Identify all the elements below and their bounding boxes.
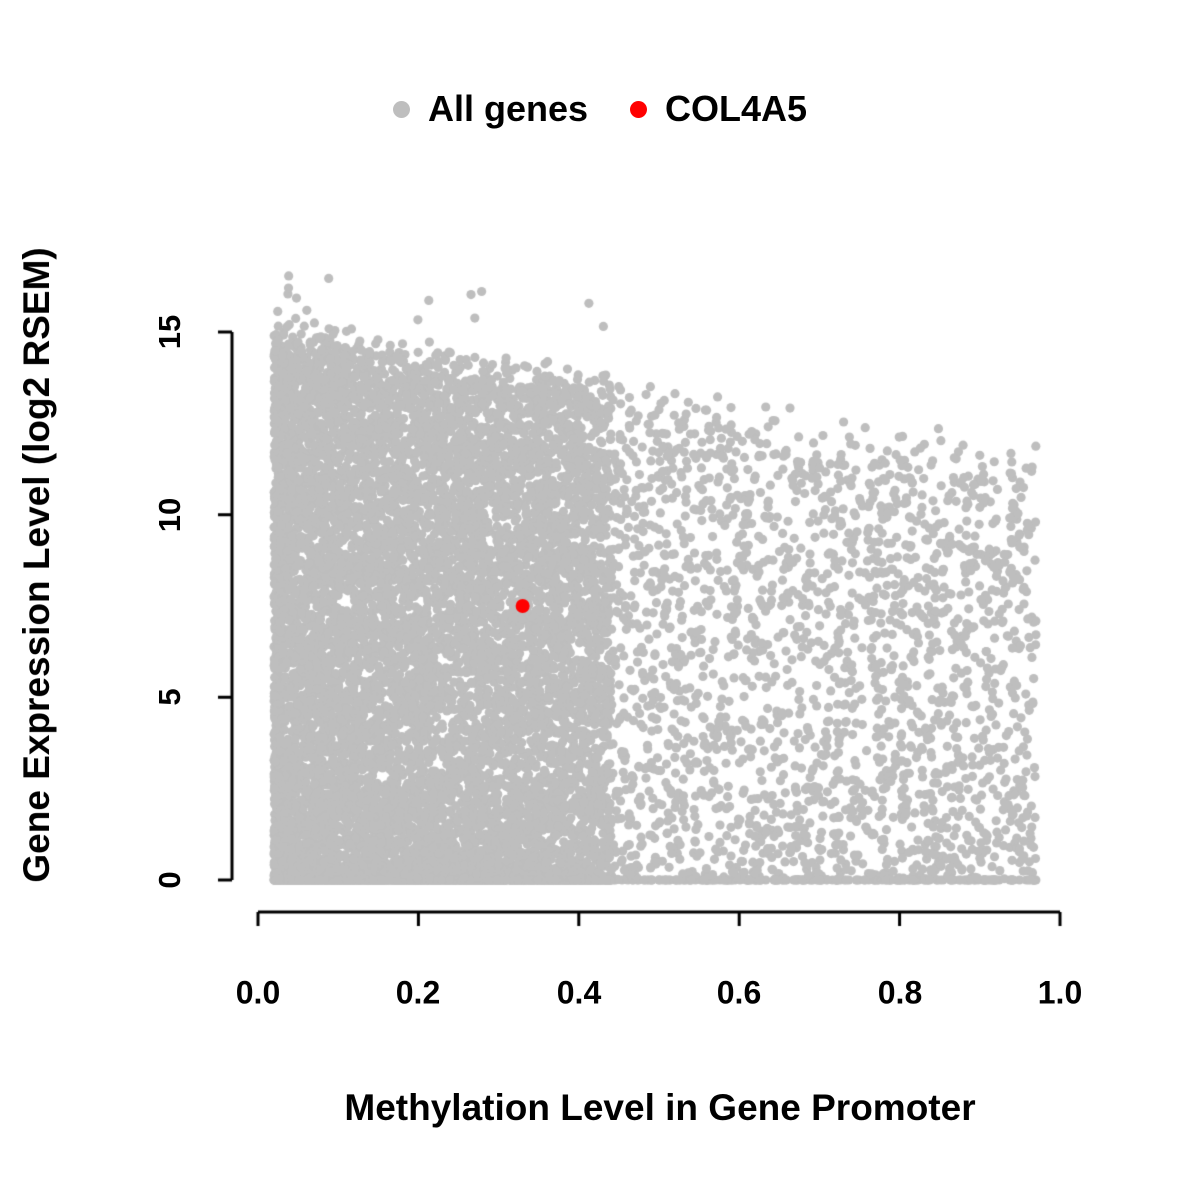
x-tick-label-0.0: 0.0 bbox=[235, 974, 281, 1011]
x-tick-label-0.6: 0.6 bbox=[716, 974, 762, 1011]
legend-label-all-genes: All genes bbox=[427, 88, 589, 129]
y-axis-title: Gene Expression Level (log2 RSEM) bbox=[16, 247, 57, 883]
x-tick-label-0.4: 0.4 bbox=[556, 974, 602, 1011]
col4a5-marker-icon bbox=[630, 100, 648, 118]
all-genes-marker-icon bbox=[392, 100, 410, 118]
y-tick-label-15: 15 bbox=[152, 314, 187, 350]
legend: All genes COL4A5 bbox=[0, 88, 1200, 130]
legend-item-all-genes: All genes bbox=[392, 88, 589, 130]
legend-item-col4a5: COL4A5 bbox=[630, 88, 807, 130]
y-tick-label-0: 0 bbox=[152, 871, 187, 889]
x-axis-title: Methylation Level in Gene Promoter bbox=[344, 1087, 976, 1128]
x-tick-label-0.2: 0.2 bbox=[395, 974, 441, 1011]
y-tick-label-5: 5 bbox=[152, 688, 187, 706]
legend-label-col4a5: COL4A5 bbox=[665, 88, 808, 129]
y-tick-label-10: 10 bbox=[152, 497, 187, 533]
x-tick-label-0.8: 0.8 bbox=[877, 974, 923, 1011]
x-tick-label-1.0: 1.0 bbox=[1037, 974, 1083, 1011]
